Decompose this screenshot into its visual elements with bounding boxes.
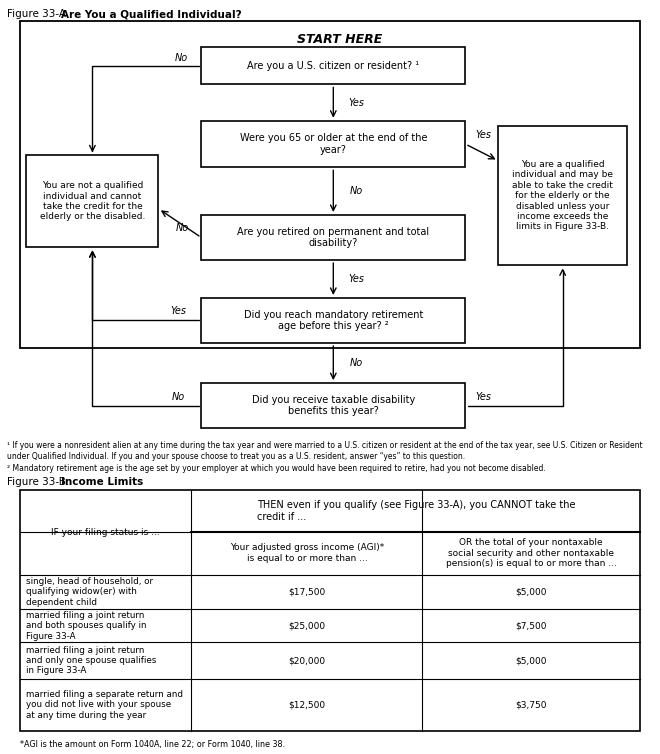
Text: No: No [172, 391, 185, 402]
Text: You are a qualified
individual and may be
able to take the credit
for the elderl: You are a qualified individual and may b… [512, 160, 613, 231]
Text: No: No [175, 53, 188, 63]
Text: No: No [176, 223, 189, 234]
Text: Are you a U.S. citizen or resident? ¹: Are you a U.S. citizen or resident? ¹ [248, 60, 419, 71]
FancyBboxPatch shape [20, 490, 640, 731]
Text: Did you reach mandatory retirement
age before this year? ²: Did you reach mandatory retirement age b… [244, 310, 423, 331]
FancyBboxPatch shape [201, 47, 465, 84]
Text: Income Limits: Income Limits [61, 477, 143, 486]
Text: $17,500: $17,500 [288, 587, 325, 596]
FancyBboxPatch shape [201, 383, 465, 428]
Text: You are not a qualified
individual and cannot
take the credit for the
elderly or: You are not a qualified individual and c… [40, 181, 145, 222]
FancyBboxPatch shape [201, 298, 465, 343]
Text: Were you 65 or older at the end of the
year?: Were you 65 or older at the end of the y… [240, 133, 427, 155]
Text: $7,500: $7,500 [515, 621, 547, 630]
FancyBboxPatch shape [201, 121, 465, 167]
Text: under Qualified Individual. If you and your spouse choose to treat you as a U.S.: under Qualified Individual. If you and y… [7, 452, 465, 461]
Text: START HERE: START HERE [297, 32, 383, 46]
Text: Yes: Yes [348, 97, 364, 108]
Text: $12,500: $12,500 [288, 700, 325, 710]
Text: IF your filing status is ...: IF your filing status is ... [51, 528, 160, 537]
FancyBboxPatch shape [26, 155, 158, 247]
Text: THEN even if you qualify (see Figure 33-A), you CANNOT take the
credit if ...: THEN even if you qualify (see Figure 33-… [257, 500, 575, 522]
FancyBboxPatch shape [20, 21, 640, 348]
Text: $5,000: $5,000 [515, 587, 547, 596]
Text: $3,750: $3,750 [515, 700, 547, 710]
Text: Are you retired on permanent and total
disability?: Are you retired on permanent and total d… [237, 227, 430, 248]
FancyBboxPatch shape [498, 126, 627, 265]
Text: single, head of household, or
qualifying widow(er) with
dependent child: single, head of household, or qualifying… [26, 577, 154, 607]
Text: Yes: Yes [476, 130, 492, 140]
Text: Yes: Yes [476, 391, 492, 402]
Text: No: No [350, 186, 363, 196]
Text: Yes: Yes [170, 306, 186, 317]
Text: Are You a Qualified Individual?: Are You a Qualified Individual? [61, 9, 242, 19]
Text: Your adjusted gross income (AGI)*
is equal to or more than ...: Your adjusted gross income (AGI)* is equ… [230, 544, 384, 562]
Text: ¹ If you were a nonresident alien at any time during the tax year and were marri: ¹ If you were a nonresident alien at any… [7, 441, 642, 450]
Text: $25,000: $25,000 [288, 621, 325, 630]
Text: Did you receive taxable disability
benefits this year?: Did you receive taxable disability benef… [251, 395, 415, 416]
Text: No: No [350, 358, 363, 368]
Text: $20,000: $20,000 [288, 656, 325, 665]
Text: married filing a joint return
and both spouses qualify in
Figure 33-A: married filing a joint return and both s… [26, 611, 147, 641]
Text: Figure 33-A.: Figure 33-A. [7, 9, 72, 19]
Text: married filing a joint return
and only one spouse qualifies
in Figure 33-A: married filing a joint return and only o… [26, 645, 157, 676]
Text: $5,000: $5,000 [515, 656, 547, 665]
FancyBboxPatch shape [201, 215, 465, 260]
Text: Figure 33-B.: Figure 33-B. [7, 477, 72, 486]
Text: OR the total of your nontaxable
social security and other nontaxable
pension(s) : OR the total of your nontaxable social s… [446, 538, 616, 568]
Text: *AGI is the amount on Form 1040A, line 22; or Form 1040, line 38.: *AGI is the amount on Form 1040A, line 2… [20, 740, 285, 749]
Text: ² Mandatory retirement age is the age set by your employer at which you would ha: ² Mandatory retirement age is the age se… [7, 464, 545, 473]
Text: Yes: Yes [348, 274, 364, 284]
Text: married filing a separate return and
you did not live with your spouse
at any ti: married filing a separate return and you… [26, 690, 183, 720]
